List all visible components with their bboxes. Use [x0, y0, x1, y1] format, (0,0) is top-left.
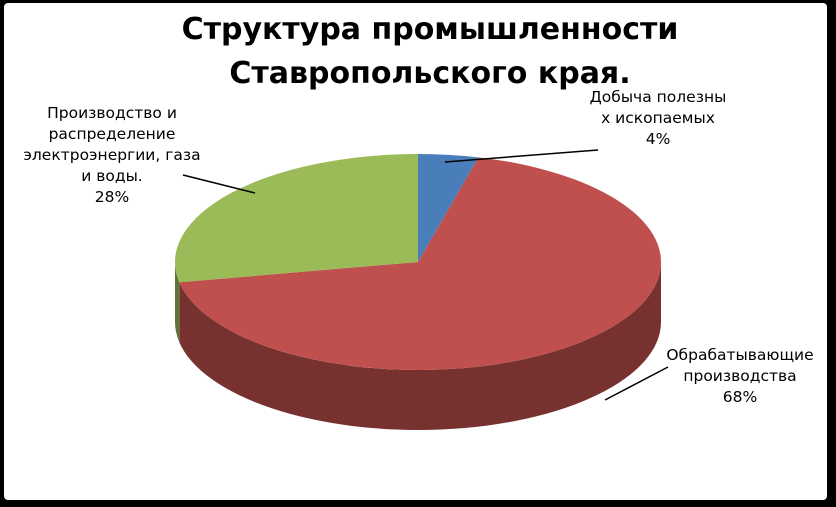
- leader-line: [444, 149, 599, 163]
- slice-side: [179, 262, 661, 430]
- chart-title: Структура промышленности Ставропольского…: [181, 12, 679, 91]
- category-label: Добыча полезных ископаемых: [589, 88, 727, 127]
- slice-label: Добыча полезных ископаемых 4%: [588, 87, 728, 150]
- slice-label: Производство и распределение электроэнер…: [22, 103, 202, 208]
- slice: [174, 154, 418, 283]
- value-label: 28%: [94, 188, 130, 206]
- slice: [179, 157, 661, 370]
- value-label: 4%: [645, 130, 671, 148]
- slice: [418, 154, 479, 262]
- slice-label: Обрабатывающие производства 68%: [660, 345, 820, 408]
- leader-line: [182, 174, 256, 194]
- leader-line: [604, 366, 669, 401]
- slice-side: [175, 262, 180, 343]
- category-label: Обрабатывающие производства: [666, 346, 814, 385]
- category-label: Производство и распределение электроэнер…: [23, 104, 201, 185]
- value-label: 68%: [722, 388, 758, 406]
